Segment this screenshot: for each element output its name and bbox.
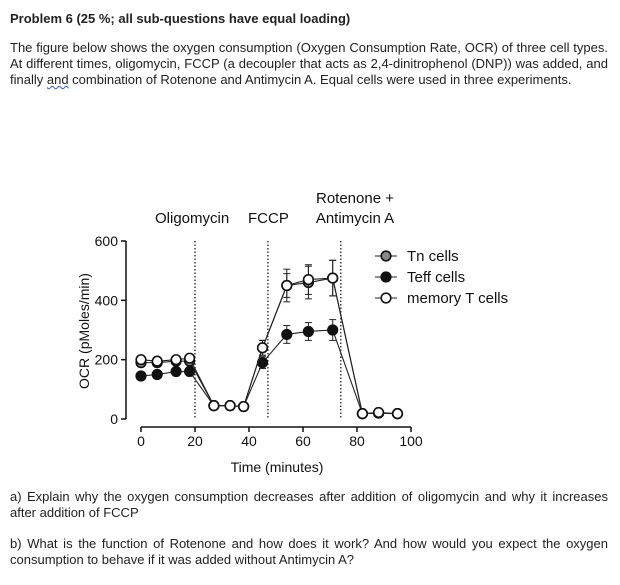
data-point [256, 342, 269, 354]
data-point [391, 408, 404, 420]
data-point [356, 408, 369, 420]
data-point [391, 408, 404, 420]
data-point [238, 400, 250, 413]
data-point [135, 354, 147, 366]
data-point [281, 328, 293, 341]
x-tick-label: 20 [187, 433, 203, 449]
data-point [373, 407, 385, 419]
data-point [373, 407, 385, 419]
data-point [224, 400, 236, 412]
data-point [208, 400, 220, 412]
data-point [256, 357, 269, 369]
legend-label: Tn cells [407, 248, 459, 265]
data-point [256, 342, 269, 354]
x-tick-label: 0 [137, 433, 145, 449]
chart-axes: 0 200 400 600 0 20 40 60 80 100 Time (minutes) OCR … [76, 233, 423, 475]
data-point [238, 400, 250, 413]
legend-label: Teff cells [407, 269, 465, 286]
data-point [281, 279, 293, 292]
data-point [356, 408, 369, 420]
data-point [281, 279, 293, 292]
data-point [356, 408, 369, 420]
legend-marker [380, 292, 392, 304]
data-point [184, 365, 196, 378]
legend-marker [380, 250, 392, 262]
data-point [170, 354, 182, 366]
annotation-fccp: FCCP [248, 210, 289, 227]
x-tick-label: 100 [399, 433, 423, 449]
series-line [140, 329, 398, 415]
data-point [327, 272, 339, 284]
chart-legend: Tn cells Teff cells memory T cells [375, 248, 508, 307]
data-point [373, 406, 385, 419]
data-point [151, 357, 163, 369]
chart-series [135, 259, 404, 420]
data-point [302, 325, 315, 338]
data-point [208, 400, 220, 412]
data-point [135, 357, 147, 369]
data-point [135, 370, 147, 382]
y-tick-label: 200 [95, 352, 119, 368]
data-point [151, 355, 163, 367]
x-tick-label: 60 [295, 433, 311, 449]
drug-addition-lines [194, 241, 342, 419]
chart-annotations: Oligomycin FCCP Rotenone + Antimycin A [155, 190, 394, 227]
series-line [141, 277, 398, 415]
x-axis-label: Time (minutes) [231, 459, 324, 475]
x-tick-label: 40 [241, 433, 257, 449]
data-point [184, 352, 196, 364]
series-line [140, 277, 398, 415]
question-b: b) What is the function of Rotenone and … [10, 536, 608, 567]
data-point [184, 355, 196, 367]
data-point [302, 273, 315, 286]
x-tick-label: 80 [349, 433, 365, 449]
problem-title: Problem 6 (25 %; all sub-questions have … [10, 11, 351, 26]
y-axis-label: OCR (pMoles/min) [76, 273, 92, 389]
data-point [238, 400, 250, 413]
data-point [151, 368, 163, 381]
legend-label: memory T cells [407, 290, 508, 307]
data-point [327, 272, 339, 284]
series-0 [135, 259, 404, 420]
y-tick-label: 400 [95, 292, 119, 308]
y-tick-label: 0 [110, 411, 118, 427]
data-point [224, 400, 236, 412]
annotation-oligomycin: Oligomycin [155, 210, 229, 227]
data-point [170, 365, 182, 378]
intro-text-start: The figure below shows the oxygen consum… [10, 40, 608, 87]
data-point [327, 324, 339, 336]
intro-text-end: combination of Rotenone and Antimycin A.… [68, 72, 572, 87]
annotation-rotenone-antimycin: Rotenone + Antimycin A [316, 190, 394, 227]
data-point [170, 355, 182, 367]
y-tick-label: 600 [95, 233, 119, 249]
legend-marker [380, 271, 392, 283]
data-point [224, 400, 236, 412]
series-1 [135, 319, 404, 420]
data-point [391, 408, 404, 420]
series-2 [135, 259, 404, 420]
data-point [208, 400, 220, 412]
question-a: a) Explain why the oxygen consumption de… [10, 489, 608, 520]
data-point [302, 276, 315, 289]
problem-intro: The figure below shows the oxygen consum… [10, 40, 608, 88]
intro-text-and: and [46, 72, 69, 87]
